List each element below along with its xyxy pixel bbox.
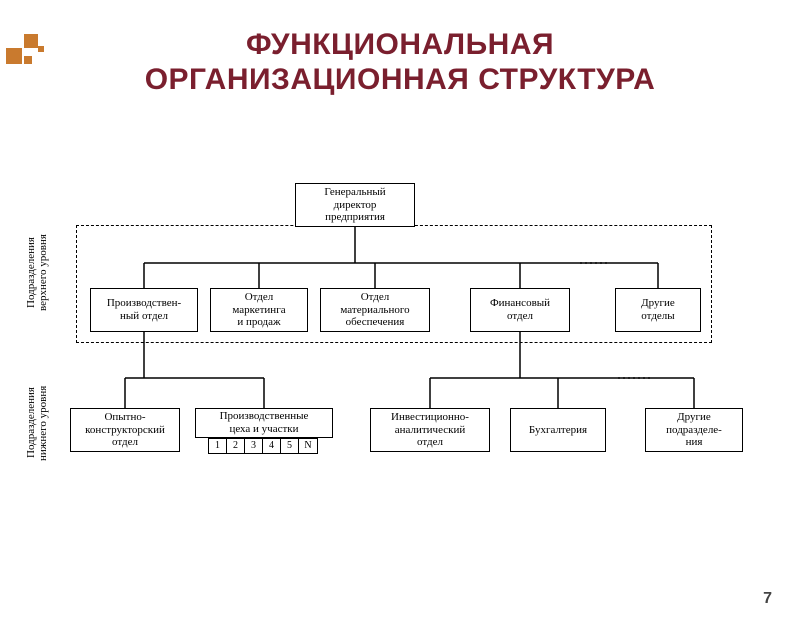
cell-4: 4 xyxy=(263,439,281,453)
cell-5: 5 xyxy=(281,439,299,453)
node-l2-cells: 1 2 3 4 5 N xyxy=(208,438,318,454)
node-l2: Производственныецеха и участки xyxy=(195,408,333,438)
org-chart: Подразделенияверхнего уровня Подразделен… xyxy=(70,183,770,523)
title-line1: ФУНКЦИОНАЛЬНАЯ xyxy=(0,28,800,63)
node-u2: Отделмаркетингаи продаж xyxy=(210,288,308,332)
node-l5: Другиеподразделе-ния xyxy=(645,408,743,452)
node-l1: Опытно-конструкторскийотдел xyxy=(70,408,180,452)
node-root: Генеральныйдиректорпредприятия xyxy=(295,183,415,227)
node-l3: Инвестиционно-аналитическийотдел xyxy=(370,408,490,452)
label-upper-level: Подразделенияверхнего уровня xyxy=(25,213,49,333)
node-u4: Финансовыйотдел xyxy=(470,288,570,332)
cell-2: 2 xyxy=(227,439,245,453)
corner-decoration xyxy=(6,34,56,74)
page-number: 7 xyxy=(763,590,772,608)
node-u3: Отделматериальногообеспечения xyxy=(320,288,430,332)
node-u5: Другиеотделы xyxy=(615,288,701,332)
node-l4: Бухгалтерия xyxy=(510,408,606,452)
cell-1: 1 xyxy=(209,439,227,453)
node-u1: Производствен-ный отдел xyxy=(90,288,198,332)
label-lower-level: Подразделениянижнего уровня xyxy=(25,363,49,483)
page-title: ФУНКЦИОНАЛЬНАЯ ОРГАНИЗАЦИОННАЯ СТРУКТУРА xyxy=(0,28,800,97)
cell-3: 3 xyxy=(245,439,263,453)
title-line2: ОРГАНИЗАЦИОННАЯ СТРУКТУРА xyxy=(0,63,800,98)
cell-n: N xyxy=(299,439,317,453)
